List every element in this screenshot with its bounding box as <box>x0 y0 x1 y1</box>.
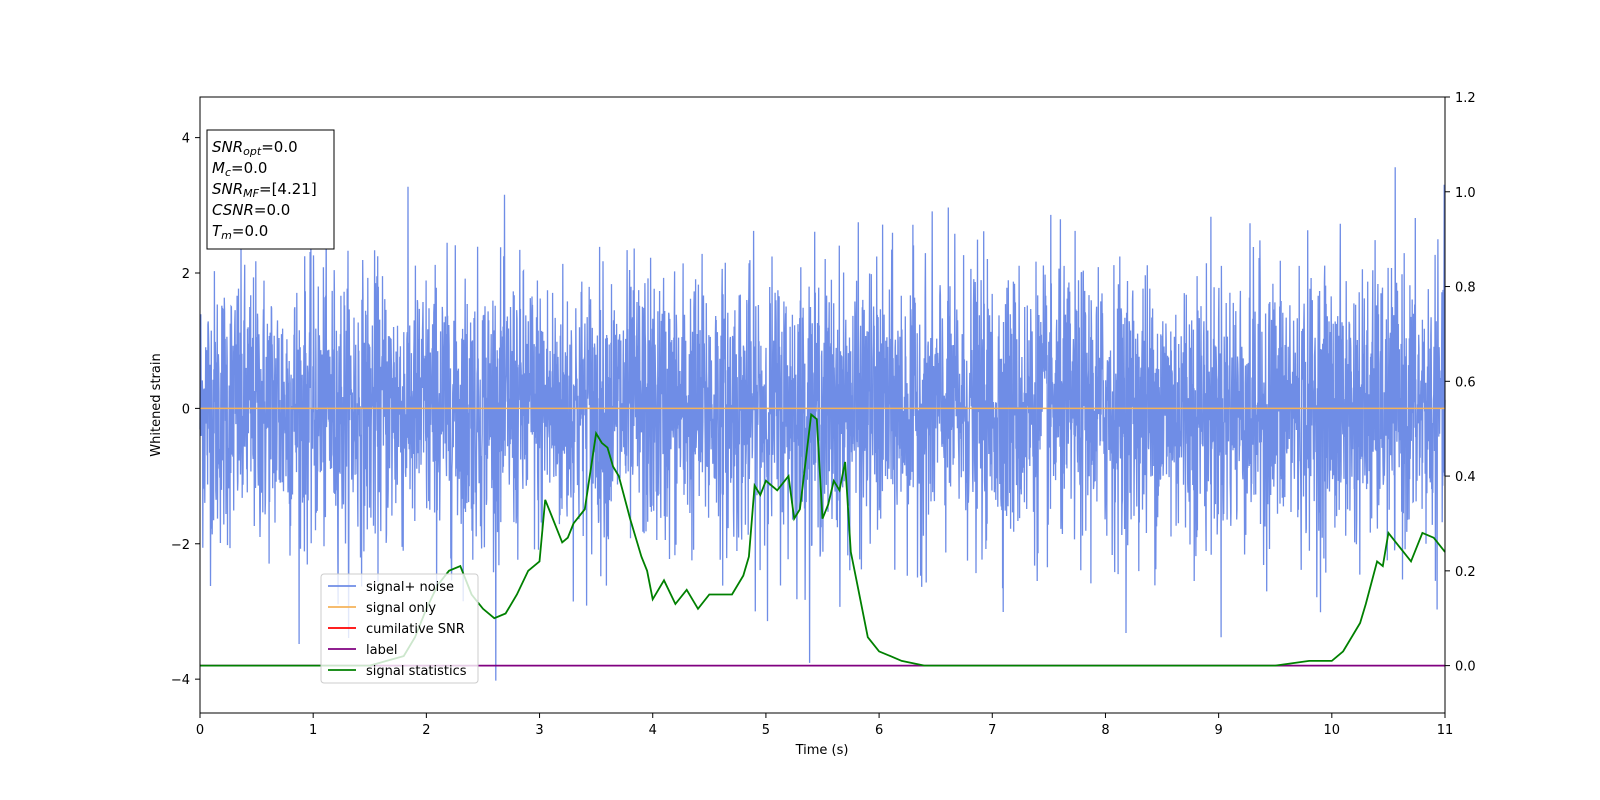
y2-tick-label: 0.8 <box>1455 281 1476 296</box>
y2-tick-label: 0.6 <box>1455 375 1476 390</box>
legend-frame <box>320 573 479 684</box>
plot-frame <box>199 96 1446 714</box>
info-line: CSNR=0.0 <box>212 201 290 219</box>
line-signal-statistics <box>200 412 1446 667</box>
info-line: SNRMF=[4.21] <box>212 180 317 200</box>
y-tick-label: 4 <box>182 132 190 147</box>
legend: signal+ noise signal only cumilative SNR la… <box>320 573 479 684</box>
y2-tick-label: 1.0 <box>1455 186 1476 201</box>
legend-entry: cumilative SNR <box>366 622 465 637</box>
x-tick-label: 4 <box>649 723 657 738</box>
y-tick-label: 0 <box>182 402 190 417</box>
info-line: SNRopt=0.0 <box>212 138 298 158</box>
y-axis-label: Whitened strain <box>149 353 164 456</box>
legend-entry: label <box>366 643 397 658</box>
y-tick-label: 2 <box>182 267 190 282</box>
legend-entry: signal+ noise <box>366 580 454 595</box>
x-tick-label: 3 <box>535 723 543 738</box>
x-tick-label: 10 <box>1324 723 1341 738</box>
x-tick-label: 0 <box>196 723 204 738</box>
legend-entry: signal statistics <box>366 664 467 679</box>
y2-tick-label: 1.2 <box>1455 91 1476 106</box>
x-tick-label: 2 <box>422 723 430 738</box>
x-tick-label: 6 <box>875 723 883 738</box>
x-tick-label: 9 <box>1214 723 1222 738</box>
x-axis-label: Time (s) <box>795 743 849 758</box>
x-tick-label: 8 <box>1101 723 1109 738</box>
y-axis-right: 0.0 0.2 0.4 0.6 0.8 1.0 1.2 <box>1445 91 1476 675</box>
y-tick-label: −2 <box>171 538 190 553</box>
x-tick-label: 1 <box>309 723 317 738</box>
line-signal-noise <box>199 167 1446 681</box>
x-tick-label: 5 <box>762 723 770 738</box>
info-line: Mc=0.0 <box>212 159 267 179</box>
legend-entry: signal only <box>366 601 436 616</box>
y2-tick-label: 0.4 <box>1455 470 1476 485</box>
info-line: Tm=0.0 <box>212 222 268 242</box>
y-tick-label: −4 <box>171 673 190 688</box>
info-box-frame <box>206 129 335 250</box>
y-axis-left: −4 −2 0 2 4 <box>171 132 200 688</box>
x-tick-label: 7 <box>988 723 996 738</box>
x-axis: 0 1 2 3 4 5 6 7 8 9 10 11 <box>196 713 1453 738</box>
series-signal-noise <box>199 167 1446 681</box>
y2-tick-label: 0.2 <box>1455 565 1476 580</box>
y2-tick-label: 0.0 <box>1455 660 1476 675</box>
x-tick-label: 11 <box>1437 723 1454 738</box>
